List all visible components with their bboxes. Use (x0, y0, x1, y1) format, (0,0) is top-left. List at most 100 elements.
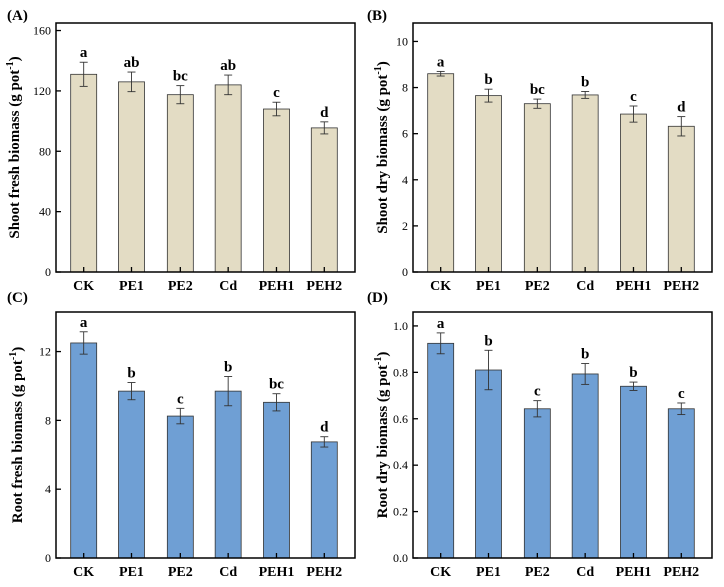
significance-letter: c (678, 386, 685, 402)
category-label: PE1 (476, 565, 501, 580)
bar-cd (571, 373, 599, 559)
bar-cd (214, 84, 242, 273)
panel-label: (B) (367, 8, 387, 24)
category-label: PE1 (476, 279, 501, 294)
category-label: PE2 (525, 279, 550, 294)
significance-letter: a (80, 45, 88, 61)
y-tick-label: 4 (402, 173, 408, 187)
significance-letter: b (224, 360, 232, 376)
y-tick-label: 120 (33, 84, 51, 98)
category-label: CK (73, 565, 94, 580)
plot-frame (412, 22, 713, 273)
bar-peh1 (263, 401, 290, 559)
category-label: PEH2 (306, 279, 342, 294)
significance-letter: d (320, 105, 329, 121)
plot-frame (55, 311, 356, 559)
y-tick-label: 10 (396, 34, 408, 48)
significance-letter: b (581, 74, 589, 90)
significance-letter: ab (124, 55, 140, 71)
plot-frame (412, 311, 713, 559)
bar-pe2 (166, 94, 194, 273)
bar-peh2 (310, 441, 338, 559)
bar-pe1 (475, 369, 502, 559)
bar-pe1 (475, 95, 502, 273)
category-label: PEH1 (616, 565, 652, 580)
bar-pe1 (118, 81, 145, 273)
bar-peh1 (620, 385, 647, 559)
significance-letter: bc (530, 82, 545, 98)
category-label: Cd (576, 279, 594, 294)
category-label: Cd (576, 565, 594, 580)
category-label: PE2 (525, 565, 550, 580)
panel-a: (A) Shoot fresh biomass (g pot-1) 0 40 80 120… (5, 8, 356, 294)
bar-peh2 (667, 125, 695, 273)
category-label: PEH1 (259, 279, 295, 294)
panel-c: (C) Root fresh biomass (g pot-1) 0 4 8 12 a CK b… (7, 290, 356, 580)
y-tick-label: 160 (33, 24, 51, 38)
y-tick-label: 0.0 (393, 551, 408, 565)
category-label: CK (430, 565, 451, 580)
plot-frame (55, 22, 356, 273)
category-label: PEH2 (306, 565, 342, 580)
significance-letter: b (581, 347, 589, 363)
bar-pe2 (523, 103, 551, 273)
bar-pe2 (166, 415, 194, 559)
y-tick-label: 6 (402, 127, 408, 141)
category-label: PEH1 (259, 565, 295, 580)
bar-pe2 (523, 408, 551, 559)
bar-ck (427, 73, 455, 273)
significance-letter: c (177, 391, 184, 407)
y-axis-label: Shoot fresh biomass (g pot-1) (5, 56, 23, 238)
y-tick-label: 2 (402, 219, 408, 233)
significance-letter: d (677, 100, 686, 116)
bar-peh2 (310, 127, 338, 273)
y-tick-label: 12 (39, 345, 51, 359)
y-tick-label: 0.6 (393, 412, 408, 426)
y-tick-label: 40 (39, 205, 51, 219)
panel-d: (D) Root dry biomass (g pot-1) 0.0 0.2 0.4 0.… (367, 290, 713, 580)
category-label: PE1 (119, 279, 144, 294)
panel-b: (B) Shoot dry biomass (g pot-1) 0 2 4 6 8 10 a CK… (367, 8, 713, 294)
category-label: Cd (219, 279, 237, 294)
significance-letter: c (630, 89, 637, 105)
significance-letter: b (629, 365, 637, 381)
bar-cd (571, 94, 599, 273)
bar-peh2 (667, 408, 695, 559)
significance-letter: c (534, 384, 541, 400)
category-label: CK (73, 279, 94, 294)
y-tick-label: 80 (39, 144, 51, 158)
bar-cd (214, 390, 242, 559)
bar-pe1 (118, 390, 145, 559)
significance-letter: ab (220, 58, 236, 74)
significance-letter: b (484, 333, 492, 349)
significance-letter: b (127, 366, 135, 382)
y-tick-label: 0.4 (393, 458, 408, 472)
significance-letter: a (80, 315, 88, 331)
panel-label: (A) (7, 8, 28, 24)
bar-ck (70, 342, 98, 559)
significance-letter: d (320, 420, 329, 436)
y-tick-label: 0 (45, 551, 51, 565)
y-tick-label: 0 (45, 265, 51, 279)
y-tick-label: 0.2 (393, 505, 408, 519)
category-label: Cd (219, 565, 237, 580)
y-tick-label: 8 (45, 413, 51, 427)
y-tick-label: 0 (402, 265, 408, 279)
bar-ck (70, 73, 98, 273)
y-tick-label: 8 (402, 81, 408, 95)
category-label: PEH2 (663, 279, 699, 294)
category-label: PE2 (168, 565, 193, 580)
significance-letter: b (484, 72, 492, 88)
y-tick-label: 0.8 (393, 365, 408, 379)
category-label: PE1 (119, 565, 144, 580)
bar-ck (427, 342, 455, 559)
y-tick-label: 1.0 (393, 319, 408, 333)
significance-letter: a (437, 316, 445, 332)
category-label: PEH2 (663, 565, 699, 580)
category-label: PEH1 (616, 279, 652, 294)
y-axis-label: Root fresh biomass (g pot-1) (8, 347, 26, 523)
significance-letter: a (437, 54, 445, 70)
panel-label: (C) (7, 290, 28, 306)
bar-peh1 (620, 113, 647, 273)
